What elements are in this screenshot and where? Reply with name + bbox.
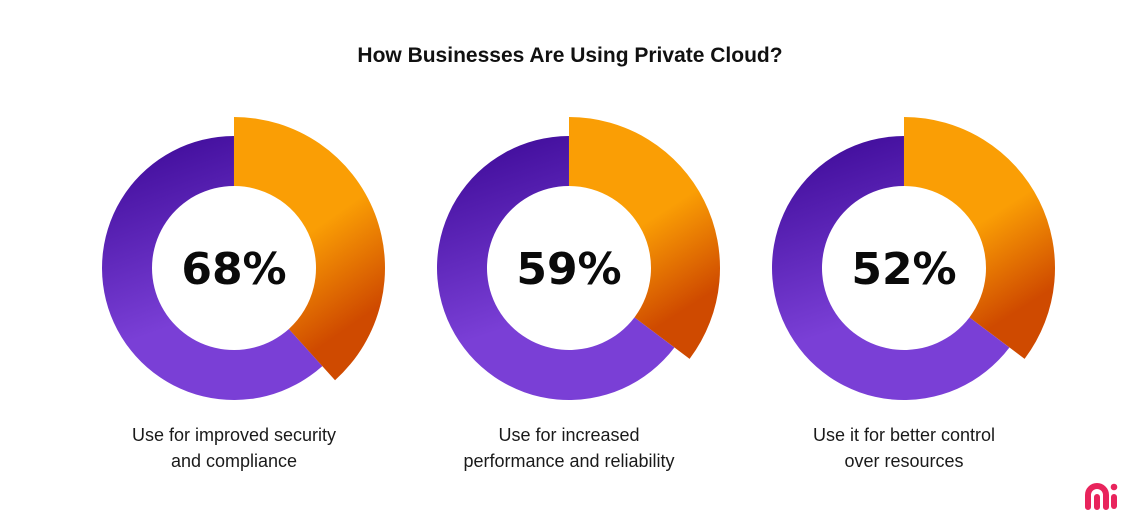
donut-segment-main	[437, 136, 675, 400]
donut-segment-highlight	[904, 117, 1055, 359]
caption-line: and compliance	[170, 451, 298, 471]
percent-label: 59%	[516, 244, 621, 295]
donut-segment-main	[102, 136, 323, 400]
caption-3: Use it for better control over resources	[754, 422, 1054, 474]
brand-logo	[1085, 483, 1118, 510]
donut-segment-highlight	[569, 117, 720, 359]
donut-segment-highlight	[234, 117, 386, 381]
percent-label: 52%	[851, 244, 956, 295]
caption-1: Use for improved security and compliance	[84, 422, 384, 474]
percent-label: 68%	[181, 244, 286, 295]
donut-segment-main	[772, 136, 1010, 400]
caption-line: Use it for better control	[812, 425, 996, 445]
caption-line: over resources	[844, 451, 964, 471]
caption-line: Use for improved security	[131, 425, 337, 445]
caption-line: performance and reliability	[463, 451, 675, 471]
caption-line: Use for increased	[498, 425, 640, 445]
chart-title: How Businesses Are Using Private Cloud?	[357, 44, 783, 67]
caption-2: Use for increased performance and reliab…	[419, 422, 719, 474]
